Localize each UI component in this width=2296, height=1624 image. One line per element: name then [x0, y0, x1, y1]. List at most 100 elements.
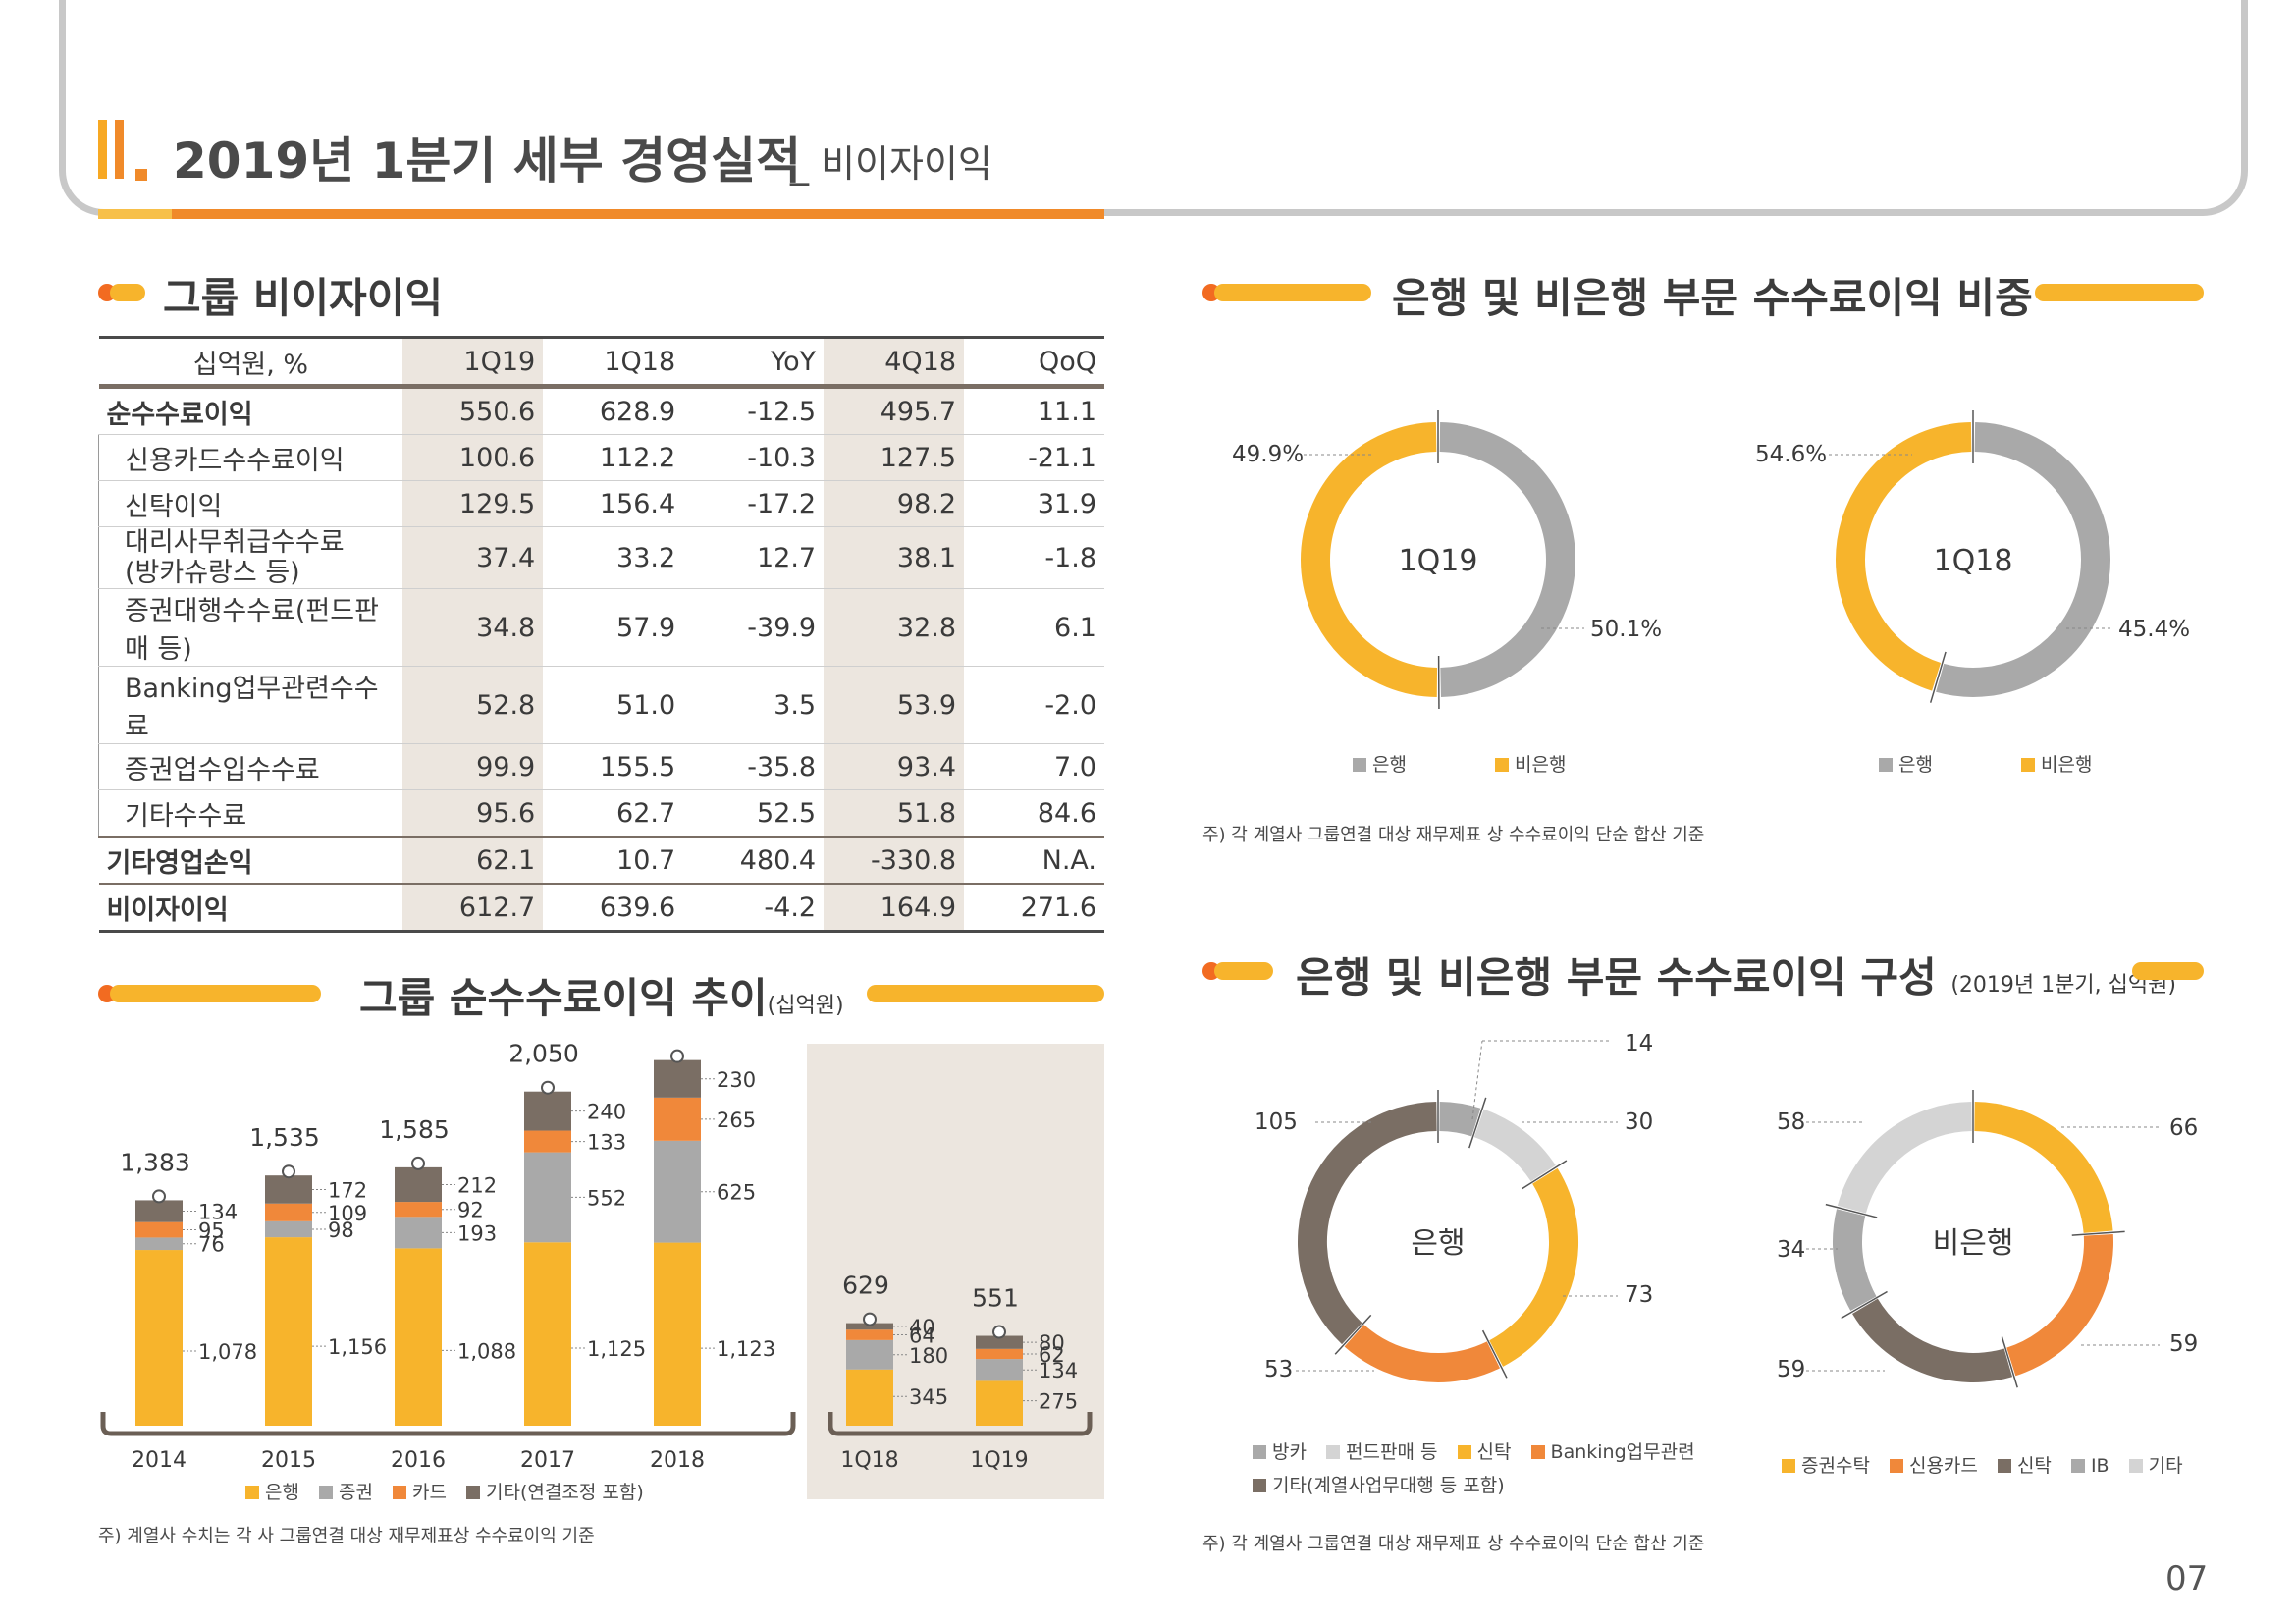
pie-note: 주) 각 계열사 그룹연결 대상 재무제표 상 수수료이익 단순 합산 기준	[1202, 825, 1705, 845]
section-pill	[110, 985, 321, 1002]
table-cell: 34.8	[402, 588, 544, 667]
row-label: 증권업수입수수료	[98, 743, 403, 790]
x-tick-label: 2018	[650, 1448, 705, 1473]
row-label: 기타수수료	[98, 789, 403, 838]
bar-section-title: 그룹 순수수료이익 추이(십억원)	[359, 965, 844, 1025]
table-cell: 84.6	[964, 789, 1104, 838]
quarter-bracket	[828, 1412, 1093, 1436]
legend-label: 방카	[1272, 1441, 1307, 1463]
bar-value-label: 40	[909, 1316, 935, 1339]
table-cell: 164.9	[824, 884, 965, 933]
table-cell: 95.6	[402, 789, 544, 838]
page-frame	[59, 0, 2248, 216]
bar-value-label: 193	[457, 1221, 497, 1245]
bar-segment	[265, 1237, 312, 1426]
data-label: 73	[1625, 1282, 1653, 1308]
table-cell: 6.1	[964, 588, 1104, 667]
x-tick-label: 2017	[520, 1448, 575, 1473]
table-header-cell: 4Q18	[824, 336, 965, 389]
table-row: 신탁이익 129.5 156.4 -17.2 98.2 31.9	[98, 480, 1104, 527]
table-header-row: 십억원, % 1Q19 1Q18 YoY 4Q18 QoQ	[98, 336, 1104, 389]
table-header-cell: 십억원, %	[98, 336, 403, 389]
table-row: 순수수료이익 550.6 628.9 -12.5 495.7 11.1	[98, 386, 1104, 435]
bar-value-label: 240	[587, 1101, 626, 1124]
bar-segment	[395, 1217, 442, 1249]
table-cell: 127.5	[824, 434, 965, 481]
bar-value-label: 134	[198, 1201, 238, 1224]
bar-value-label: 1,156	[328, 1335, 387, 1359]
table-cell: -17.2	[683, 480, 825, 527]
legend-label: 기타(계열사업무대행 등 포함)	[1272, 1475, 1505, 1496]
x-tick-label: 2014	[132, 1448, 187, 1473]
table-row: 신용카드수수료이익 100.6 112.2 -10.3 127.5 -21.1	[98, 434, 1104, 481]
legend-label: 기타	[2148, 1455, 2183, 1477]
bar-total-label: 1,535	[249, 1123, 320, 1152]
data-label: 49.9%	[1232, 442, 1304, 467]
table-row: 대리사무취급수수료 (방카슈랑스 등) 37.4 33.2 12.7 38.1 -1.8	[98, 526, 1104, 589]
legend-label: IB	[2090, 1455, 2109, 1477]
comp-bank-center-label: 은행	[1411, 1226, 1465, 1261]
bar-segment	[524, 1130, 571, 1153]
bar-legend: 은행 증권 카드 기타(연결조정 포함)	[245, 1478, 658, 1504]
comp-bank-slice	[1473, 1109, 1556, 1182]
data-label: 54.6%	[1755, 442, 1827, 467]
bar-value-label: 172	[328, 1178, 367, 1202]
table-cell: 57.9	[543, 588, 684, 667]
row-label: 비이자이익	[98, 884, 403, 933]
bar-segment	[524, 1091, 571, 1131]
bar-note: 주) 계열사 수치는 각 사 그룹연결 대상 재무제표상 수수료이익 기준	[98, 1526, 595, 1546]
data-label: 50.1%	[1590, 617, 1662, 642]
bar-total-label: 2,050	[508, 1041, 579, 1068]
comp-nonbank-center-label: 비은행	[1933, 1226, 2014, 1261]
comp-nonbank-slice	[2005, 1233, 2113, 1377]
comp-nonbank-slice	[1974, 1102, 2113, 1234]
data-label: 59	[1777, 1357, 1805, 1382]
pie1-legend: 은행 비은행	[1353, 750, 1579, 777]
title-bar-dot	[135, 169, 147, 181]
row-label-text: Banking업무관련수수료	[125, 674, 379, 742]
table-cell: 31.9	[964, 480, 1104, 527]
section-pill	[1214, 284, 1371, 301]
slice-divider	[1334, 1314, 1372, 1355]
bar-top-marker	[992, 1325, 1006, 1339]
slice-divider	[2071, 1230, 2125, 1236]
table-cell: 93.4	[824, 743, 965, 790]
slice-divider	[1468, 1097, 1487, 1149]
bar-value-label: 133	[587, 1131, 626, 1155]
section-pill	[867, 985, 1104, 1002]
bar-value-label: 1,123	[717, 1337, 775, 1361]
bar-top-marker	[541, 1080, 555, 1095]
table-cell: -12.5	[683, 386, 825, 435]
bar-value-label: 275	[1039, 1390, 1078, 1414]
data-label: 45.4%	[2118, 617, 2190, 642]
bar-value-label: 1,125	[587, 1337, 646, 1361]
bar-value-label: 212	[457, 1173, 497, 1197]
slice-divider	[1929, 651, 1947, 703]
slice-divider	[1825, 1203, 1878, 1218]
bar-segment	[395, 1166, 442, 1203]
row-label-text: 신용카드수수료이익	[125, 445, 345, 476]
comp-section-title: 은행 및 비은행 부문 수수료이익 구성 (2019년 1분기, 십억원)	[1296, 945, 2176, 1004]
section-pill	[2132, 962, 2204, 980]
bar-segment	[395, 1202, 442, 1218]
row-label-text: 기타수수료	[125, 800, 247, 832]
pie-1q18-slice	[1836, 422, 1972, 691]
table-row: 증권대행수수료(펀드판매 등) 34.8 57.9 -39.9 32.8 6.1	[98, 588, 1104, 667]
table-cell: 639.6	[543, 884, 684, 933]
comp-bank-slice	[1298, 1102, 1437, 1345]
data-label: 58	[1777, 1110, 1805, 1135]
section-pill	[2035, 284, 2204, 301]
bar-top-marker	[282, 1164, 295, 1179]
table-cell: 112.2	[543, 434, 684, 481]
table-cell: 37.4	[402, 526, 544, 589]
legend-label: 카드	[412, 1482, 447, 1503]
non-interest-income-table: 십억원, % 1Q19 1Q18 YoY 4Q18 QoQ 순수수료이익 550.…	[98, 336, 1104, 933]
data-label: 30	[1625, 1110, 1653, 1135]
slice-divider	[1521, 1160, 1568, 1190]
row-label-text: 기타영업손익	[106, 847, 253, 879]
bar-value-label: 180	[909, 1344, 948, 1368]
section-pill	[1214, 962, 1273, 980]
table-cell: -10.3	[683, 434, 825, 481]
table-cell: 52.5	[683, 789, 825, 838]
row-label-text: 신탁이익	[125, 491, 223, 522]
